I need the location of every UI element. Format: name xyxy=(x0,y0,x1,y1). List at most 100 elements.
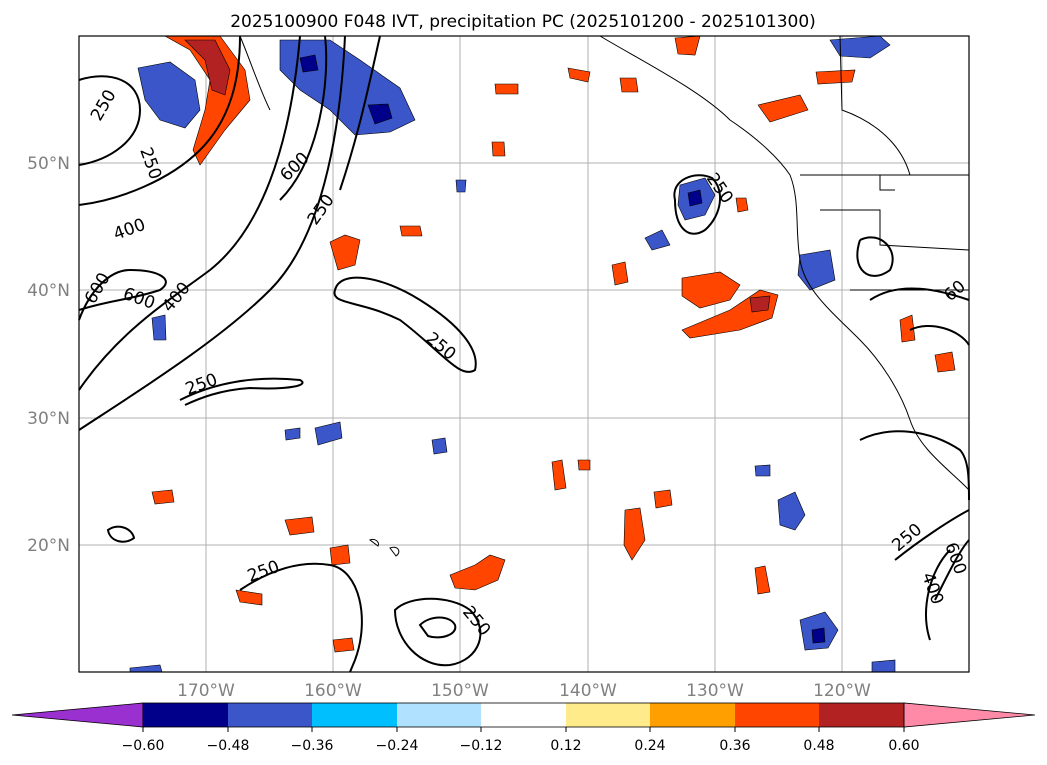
colorbar-tick-label: −0.48 xyxy=(207,738,250,754)
lat-axis: 50°N 40°N 30°N 20°N xyxy=(27,154,70,556)
neg-small5 xyxy=(455,179,467,193)
colorbar-seg-6 xyxy=(566,703,650,727)
map-frame xyxy=(78,35,970,673)
gridlines xyxy=(79,36,969,672)
pos-ar2-core xyxy=(749,295,771,313)
colorbar-tick-label: 0.60 xyxy=(888,738,919,754)
pos-band-nw-strong xyxy=(184,39,231,96)
lon-label-160w: 160°W xyxy=(304,681,362,701)
pos-small-c xyxy=(284,516,315,536)
colorbar-seg-7 xyxy=(650,703,735,727)
pos-small-d xyxy=(329,544,351,566)
colorbar-seg-1 xyxy=(143,703,228,727)
border-state1 xyxy=(839,35,911,176)
colorbar-tick-label: −0.24 xyxy=(376,738,419,754)
coastlines xyxy=(239,35,970,557)
colorbar-seg-8 xyxy=(735,703,819,727)
contour-400-nw xyxy=(78,35,241,206)
contour-600-gulf xyxy=(279,35,328,201)
colorbar-tick-label: 0.24 xyxy=(634,738,665,754)
contour-inner-sw2 xyxy=(418,616,457,639)
contour-250-ridge xyxy=(339,35,381,191)
colorbar-tick-label: −0.12 xyxy=(460,738,503,754)
lon-label-150w: 150°W xyxy=(431,681,489,701)
neg-se2-core xyxy=(811,627,826,644)
pos-small-o xyxy=(815,69,856,85)
colorbar-seg-2 xyxy=(228,703,312,727)
pos-ar1 xyxy=(681,271,741,309)
pos-nw-coast xyxy=(757,94,809,123)
contour-250-west xyxy=(78,35,346,431)
map-area: 250 250 600 250 400 600 600 400 250 250 … xyxy=(78,35,970,673)
lon-label-120w: 120°W xyxy=(813,681,871,701)
lon-label-170w: 170°W xyxy=(177,681,235,701)
lat-label-50n: 50°N xyxy=(27,154,70,174)
colorbar-ticks xyxy=(142,727,905,732)
pos-small-g xyxy=(653,489,673,509)
neg-small4 xyxy=(284,427,301,441)
neg-se4 xyxy=(754,464,771,477)
contour-400-west xyxy=(78,35,301,391)
ivt-contours xyxy=(78,35,970,673)
contour-east-1 xyxy=(909,325,970,346)
precip-fills xyxy=(129,35,956,673)
contour-600-se xyxy=(934,539,970,601)
colorbar-seg-3 xyxy=(312,703,397,727)
map-title: 2025100900 F048 IVT, precipitation PC (2… xyxy=(230,12,816,32)
contour-250-sw2 xyxy=(393,597,482,667)
alaska-coast xyxy=(239,35,271,111)
coast-north-america xyxy=(599,35,970,491)
border-state4 xyxy=(879,175,895,191)
pos-small-h xyxy=(754,565,771,595)
pos-sw2 xyxy=(235,589,263,606)
colorbar-tick-label: −0.60 xyxy=(122,738,165,754)
lat-label-20n: 20°N xyxy=(27,536,70,556)
pos-small-q xyxy=(577,459,591,471)
contour-coast2 xyxy=(869,287,970,301)
colorbar-tick-label: 0.48 xyxy=(803,738,834,754)
neg-blob-nw xyxy=(137,61,201,129)
contour-250-nw xyxy=(78,75,142,166)
colorbar-frame xyxy=(142,702,905,728)
lon-axis: 170°W 160°W 150°W 140°W 130°W 120°W xyxy=(177,681,871,701)
colorbar-tick-label: 0.36 xyxy=(719,738,750,754)
contour-600-west xyxy=(78,268,167,321)
pos-small-p xyxy=(735,197,749,213)
neg-small3 xyxy=(314,421,343,446)
pos-small-i xyxy=(332,637,355,653)
hawaii1 xyxy=(368,539,379,547)
contour-250-se xyxy=(894,509,970,561)
neg-se3 xyxy=(871,659,896,673)
neg-core-gulf xyxy=(367,103,393,125)
contour-250-sw-small xyxy=(179,377,304,406)
neg-small1 xyxy=(644,229,671,251)
pos-small-f xyxy=(623,507,646,561)
colorbar-tick-label: −0.36 xyxy=(291,738,334,754)
pos-top1 xyxy=(674,35,701,56)
pos-small-e xyxy=(551,459,567,491)
colorbar: −0.60 −0.48 −0.36 −0.24 −0.12 0.12 0.24 … xyxy=(11,702,1036,754)
border-state2 xyxy=(820,209,970,251)
neg-se5 xyxy=(431,437,448,455)
colorbar-seg-9 xyxy=(819,703,904,727)
colorbar-seg-4 xyxy=(397,703,481,727)
pos-small-j xyxy=(491,141,506,157)
pos-small-m xyxy=(619,77,639,93)
contour-250-central xyxy=(673,174,722,235)
neg-top xyxy=(829,35,891,59)
colorbar-tick-label: 0.12 xyxy=(550,738,581,754)
contour-400-se xyxy=(925,549,951,641)
pos-small-b xyxy=(151,489,175,505)
contour-coast xyxy=(856,236,894,277)
pos-coast1 xyxy=(899,314,916,343)
pos-small-k xyxy=(399,225,423,237)
hawaii2 xyxy=(389,546,400,557)
contour-250-sw xyxy=(239,562,363,673)
contour-250-mid xyxy=(333,276,477,373)
pos-coast2 xyxy=(934,351,956,373)
lat-label-40n: 40°N xyxy=(27,281,70,301)
pos-mid1 xyxy=(329,234,361,271)
pos-small-l xyxy=(494,83,519,95)
contour-small-a xyxy=(106,525,136,543)
